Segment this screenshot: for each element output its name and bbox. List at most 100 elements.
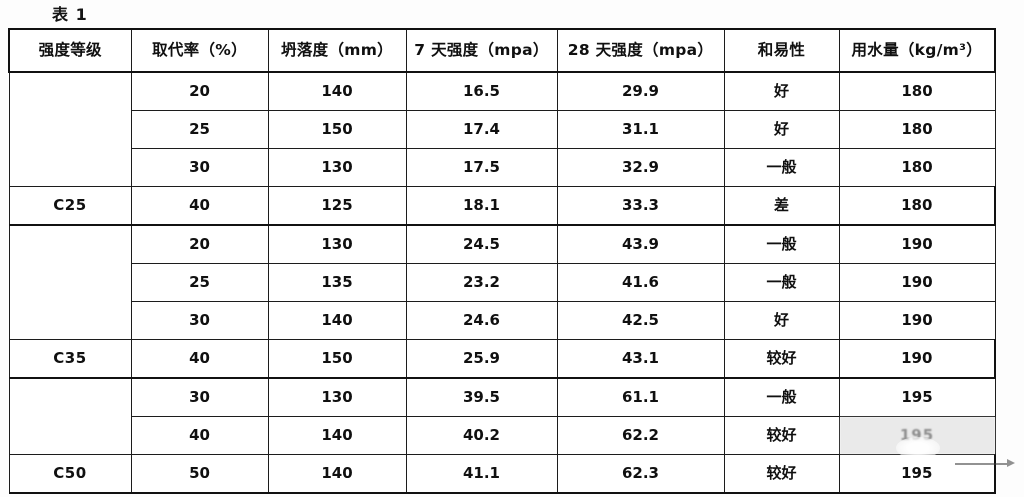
table-row: 20 140 16.5 29.9 好 180: [8, 71, 996, 187]
cell-water: 195: [838, 416, 996, 455]
cell-water: 190: [838, 263, 996, 302]
cell-workability: 较好: [723, 416, 840, 455]
cell-water: 180: [838, 71, 996, 111]
cell-workability: 好: [723, 110, 840, 149]
cell-strength-7d: 18.1: [405, 186, 558, 226]
cell-replacement: 40: [130, 416, 269, 455]
table-row: C25 40 125 18.1 33.3 差 180: [8, 186, 996, 226]
grade-group-cell-c50-spacer: [8, 377, 132, 455]
concrete-mix-table: 强度等级 取代率（%） 坍落度（mm） 7 天强度（mpa） 28 天强度（mp…: [8, 28, 996, 494]
cell-strength-7d: 24.5: [405, 224, 558, 264]
table-row: C35 40 150 25.9 43.1 较好 190: [8, 339, 996, 379]
cell-water: 195: [838, 377, 996, 417]
col-header-workability: 和易性: [723, 28, 840, 73]
arrow-head: [1007, 459, 1015, 467]
cell-slump: 135: [267, 263, 407, 302]
table-header: 强度等级 取代率（%） 坍落度（mm） 7 天强度（mpa） 28 天强度（mp…: [8, 28, 996, 73]
cell-strength-7d: 16.5: [405, 71, 558, 111]
cell-replacement: 30: [130, 148, 269, 187]
cell-slump: 130: [267, 224, 407, 264]
cell-slump: 140: [267, 301, 407, 340]
col-header-strength-28d: 28 天强度（mpa）: [556, 28, 725, 73]
table-row: 25 150 17.4 31.1 好 180: [9, 110, 996, 149]
grade-label-c50: C50: [8, 454, 132, 494]
cell-workability: 好: [723, 71, 840, 111]
cell-replacement: 20: [130, 71, 269, 111]
cell-replacement: 25: [130, 110, 269, 149]
cell-strength-28d: 29.9: [556, 71, 725, 111]
table-row: 40 140 40.2 62.2 较好 195: [9, 416, 996, 455]
cell-workability: 较好: [723, 339, 840, 379]
cell-strength-7d: 24.6: [405, 301, 558, 340]
arrow-annotation-icon: [955, 459, 1015, 469]
cell-replacement: 50: [130, 454, 269, 494]
cell-strength-28d: 31.1: [556, 110, 725, 149]
col-header-slump: 坍落度（mm）: [267, 28, 407, 73]
cell-slump: 140: [267, 454, 407, 494]
cell-replacement: 30: [130, 301, 269, 340]
col-header-strength-7d: 7 天强度（mpa）: [405, 28, 558, 73]
cell-workability: 较好: [723, 454, 840, 494]
table-row: 30 140 24.6 42.5 好 190: [9, 301, 996, 340]
arrow-shaft: [955, 463, 1007, 465]
table-row: 20 130 24.5 43.9 一般 190: [8, 224, 996, 340]
table-body: 20 140 16.5 29.9 好 180 25 150 17.4 31.1 …: [8, 71, 996, 494]
table-row: 30 130 17.5 32.9 一般 180: [9, 148, 996, 187]
cell-water: 180: [838, 110, 996, 149]
cell-replacement: 30: [130, 377, 269, 417]
cell-strength-28d: 32.9: [556, 148, 725, 187]
table-row: 25 135 23.2 41.6 一般 190: [9, 263, 996, 302]
cell-workability: 一般: [723, 377, 840, 417]
cell-slump: 125: [267, 186, 407, 226]
cell-strength-7d: 17.5: [405, 148, 558, 187]
cell-water: 195: [838, 454, 996, 494]
cell-strength-7d: 23.2: [405, 263, 558, 302]
cell-workability: 差: [723, 186, 840, 226]
cell-water: 190: [838, 301, 996, 340]
cell-workability: 好: [723, 301, 840, 340]
cell-replacement: 40: [130, 339, 269, 379]
cell-slump: 150: [267, 339, 407, 379]
col-header-water: 用水量（kg/m³）: [838, 28, 996, 73]
cell-water: 180: [838, 186, 996, 226]
table-row: 30 130 39.5 61.1 一般 195: [8, 377, 996, 455]
cell-strength-7d: 40.2: [405, 416, 558, 455]
cell-water: 190: [838, 339, 996, 379]
cell-strength-28d: 62.2: [556, 416, 725, 455]
cell-strength-28d: 42.5: [556, 301, 725, 340]
grade-group-cell-c35-spacer: [8, 224, 132, 340]
cell-slump: 150: [267, 110, 407, 149]
cell-strength-28d: 62.3: [556, 454, 725, 494]
header-row: 强度等级 取代率（%） 坍落度（mm） 7 天强度（mpa） 28 天强度（mp…: [8, 28, 996, 73]
cell-strength-28d: 43.9: [556, 224, 725, 264]
cell-strength-7d: 41.1: [405, 454, 558, 494]
grade-label-c35: C35: [8, 339, 132, 379]
cell-replacement: 40: [130, 186, 269, 226]
col-header-replacement: 取代率（%）: [130, 28, 269, 73]
cell-water: 190: [838, 224, 996, 264]
cell-strength-7d: 17.4: [405, 110, 558, 149]
cell-slump: 130: [267, 148, 407, 187]
cell-strength-7d: 39.5: [405, 377, 558, 417]
cell-strength-7d: 25.9: [405, 339, 558, 379]
cell-slump: 140: [267, 416, 407, 455]
cell-strength-28d: 33.3: [556, 186, 725, 226]
table-caption: 表 1: [52, 5, 88, 24]
cell-water: 180: [838, 148, 996, 187]
table-container: 强度等级 取代率（%） 坍落度（mm） 7 天强度（mpa） 28 天强度（mp…: [8, 28, 996, 494]
cell-workability: 一般: [723, 224, 840, 264]
cell-replacement: 25: [130, 263, 269, 302]
cell-slump: 130: [267, 377, 407, 417]
grade-label-c25: C25: [8, 186, 132, 226]
col-header-grade: 强度等级: [8, 28, 132, 73]
cell-strength-28d: 43.1: [556, 339, 725, 379]
cell-strength-28d: 61.1: [556, 377, 725, 417]
cell-workability: 一般: [723, 148, 840, 187]
cell-workability: 一般: [723, 263, 840, 302]
grade-group-cell-c25-spacer: [8, 71, 132, 187]
cell-strength-28d: 41.6: [556, 263, 725, 302]
cell-slump: 140: [267, 71, 407, 111]
table-row: C50 50 140 41.1 62.3 较好 195: [8, 454, 996, 494]
cell-replacement: 20: [130, 224, 269, 264]
